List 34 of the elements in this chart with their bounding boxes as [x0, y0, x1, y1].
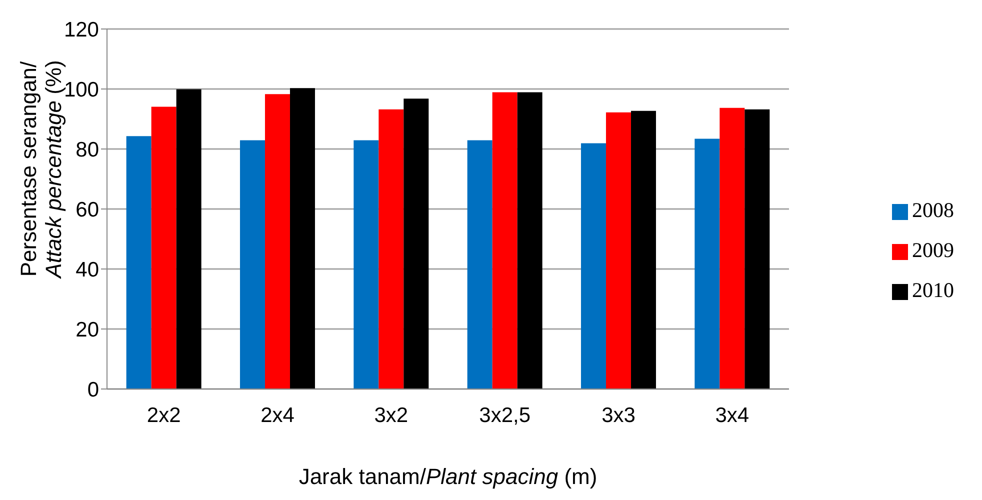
bar — [744, 109, 770, 389]
bar — [126, 136, 152, 389]
bar — [492, 92, 518, 389]
bar — [517, 92, 542, 389]
bar — [694, 138, 720, 389]
y-tick-label: 20 — [76, 318, 99, 342]
bar — [290, 88, 315, 389]
legend-label: 2009 — [912, 238, 954, 262]
y-tick-label: 40 — [76, 258, 99, 282]
x-tick-label: 2x4 — [260, 404, 295, 427]
x-tick-label: 2x2 — [146, 404, 181, 427]
bar — [630, 110, 656, 389]
bar — [354, 140, 379, 389]
bar — [467, 140, 492, 389]
bar — [580, 143, 606, 389]
y-tick-label: 60 — [76, 198, 99, 222]
x-tick-label: 3x4 — [715, 404, 750, 427]
bar — [378, 109, 404, 389]
bar — [264, 94, 290, 389]
x-tick-label: 3x2,5 — [479, 404, 531, 427]
y-tick-label: 120 — [64, 18, 99, 42]
y-tick-label: 80 — [76, 138, 99, 162]
bar — [606, 112, 631, 389]
bar — [404, 98, 429, 389]
bar — [151, 106, 176, 389]
y-tick-label: 0 — [87, 378, 99, 402]
x-tick-label: 3x2 — [374, 404, 408, 427]
x-tick-label: 3x3 — [602, 404, 636, 427]
x-axis-title: Jarak tanam/Plant spacing (m) — [298, 464, 598, 489]
bar — [720, 108, 745, 389]
legend-label: 2010 — [912, 278, 954, 302]
bar — [240, 140, 265, 389]
bar — [176, 89, 202, 389]
legend-label: 2008 — [912, 198, 954, 222]
